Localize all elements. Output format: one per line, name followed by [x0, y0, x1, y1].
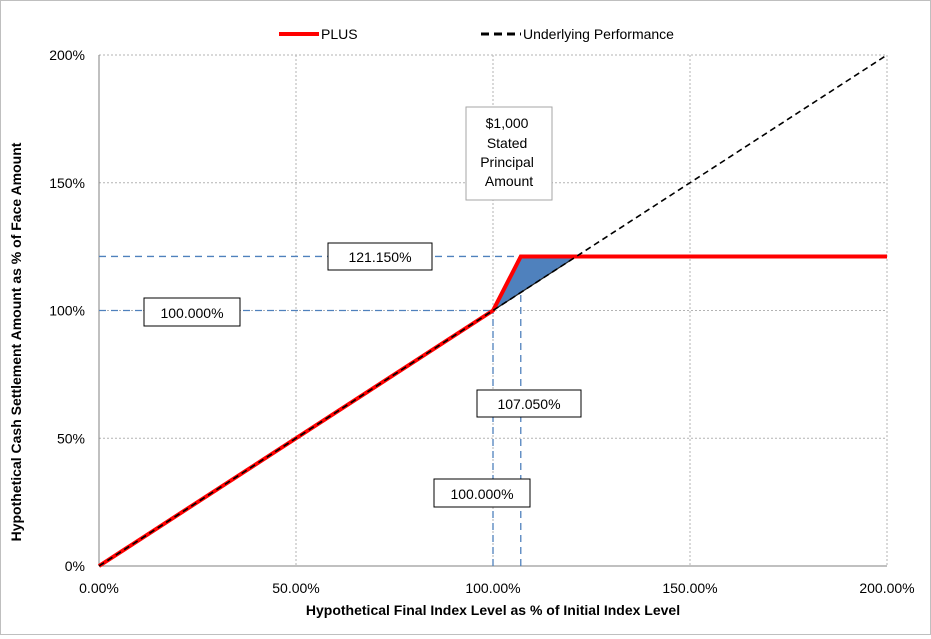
x-tick-label-0: 0.00%: [79, 580, 119, 596]
chart-marks: [97, 54, 888, 568]
annotation-principal-box: [465, 106, 553, 201]
annotation-y-initial-box: [143, 297, 241, 327]
annotation-y-initial: 100.000%: [143, 297, 241, 327]
annotation-x-cap-box: [476, 389, 582, 418]
x-tick-label-1: 50.00%: [272, 580, 319, 596]
annotation-principal-text: $1,000 Stated Principal Amount: [480, 115, 538, 189]
annotation-y-initial-text: 100.000%: [160, 305, 223, 321]
legend-underlying-label: Underlying Performance: [523, 26, 674, 42]
annotation-principal-line4: Amount: [485, 173, 533, 189]
y-tick-label-2: 100%: [49, 303, 85, 319]
legend: PLUS Underlying Performance: [279, 26, 674, 42]
y-tick-label-1: 50%: [57, 430, 85, 446]
y-tick-label-3: 150%: [49, 175, 85, 191]
y-tick-label-4: 200%: [49, 47, 85, 63]
x-tick-label-4: 200.00%: [859, 580, 914, 596]
tick-labels: 0% 50% 100% 150% 200% 0.00% 50.00% 100.00% 150.0…: [49, 47, 914, 596]
annotation-principal-line3: Principal: [480, 154, 534, 170]
annotation-principal-line1: $1,000: [486, 115, 529, 131]
x-tick-label-2: 100.00%: [465, 580, 520, 596]
x-tick-label-3: 150.00%: [662, 580, 717, 596]
annotation-x-initial-box: [433, 478, 531, 508]
annotation-x-cap: 107.050%: [476, 389, 582, 418]
annotation-y-max-return-text: 121.150%: [348, 249, 411, 265]
legend-plus-label: PLUS: [321, 26, 358, 42]
annotation-x-initial: 100.000%: [433, 478, 531, 508]
annotation-principal: $1,000 Stated Principal Amount: [465, 106, 553, 201]
x-axis-title: Hypothetical Final Index Level as % of I…: [306, 602, 680, 618]
annotation-x-cap-text: 107.050%: [497, 396, 560, 412]
annotation-y-max-return: 121.150%: [327, 242, 433, 271]
annotation-x-initial-text: 100.000%: [450, 486, 513, 502]
series-underlying-line: [98, 54, 888, 567]
y-axis-title: Hypothetical Cash Settlement Amount as %…: [8, 142, 24, 541]
annotation-y-max-return-box: [327, 242, 433, 271]
y-tick-label-0: 0%: [65, 558, 85, 574]
annotation-principal-line2: Stated: [487, 135, 527, 151]
